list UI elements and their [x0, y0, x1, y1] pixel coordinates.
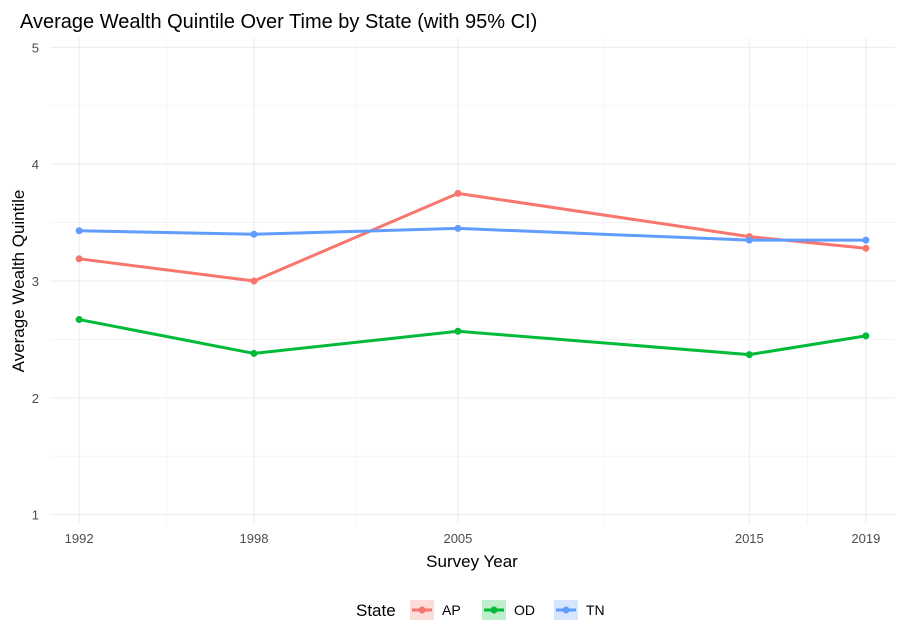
- y-axis-tick-labels: 1 2 3 4 5: [32, 40, 39, 522]
- legend-label: TN: [586, 602, 605, 618]
- series-tn: [75, 224, 870, 244]
- series-tn-point: [454, 224, 462, 232]
- x-tick-label: 1992: [65, 531, 94, 546]
- series-od: [75, 316, 870, 359]
- y-tick-label: 1: [32, 508, 39, 523]
- series-layer: [75, 189, 870, 359]
- series-od-point: [250, 349, 258, 357]
- series-tn-point: [75, 227, 83, 235]
- series-od-line: [77, 318, 868, 357]
- x-tick-label: 2015: [735, 531, 764, 546]
- series-tn-point: [250, 230, 258, 238]
- x-tick-label: 2005: [443, 531, 472, 546]
- legend-label: AP: [442, 602, 461, 618]
- chart-title: Average Wealth Quintile Over Time by Sta…: [20, 11, 537, 33]
- legend-item-tn: TN: [554, 600, 605, 620]
- legend-item-od: OD: [482, 600, 535, 620]
- x-tick-label: 2019: [851, 531, 880, 546]
- x-axis-tick-labels: 1992 1998 2005 2015 2019: [65, 531, 881, 546]
- legend-title: State: [356, 601, 396, 620]
- major-gridlines: [50, 38, 895, 524]
- series-ap-point: [250, 277, 258, 285]
- y-tick-label: 2: [32, 391, 39, 406]
- legend-item-ap: AP: [410, 600, 461, 620]
- legend: State AP OD TN: [356, 600, 605, 620]
- series-ap-point: [454, 189, 462, 197]
- legend-label: OD: [514, 602, 535, 618]
- y-tick-label: 5: [32, 40, 39, 55]
- y-tick-label: 3: [32, 274, 39, 289]
- x-axis-title: Survey Year: [426, 552, 518, 571]
- series-ap-point: [862, 244, 870, 252]
- y-axis-title: Average Wealth Quintile: [9, 190, 28, 373]
- legend-key-point: [562, 606, 570, 614]
- series-od-point: [745, 351, 753, 359]
- series-od-point: [862, 332, 870, 340]
- series-tn-point: [745, 236, 753, 244]
- y-tick-label: 4: [32, 157, 39, 172]
- series-od-point: [75, 316, 83, 324]
- legend-key-point: [418, 606, 426, 614]
- series-ap-point: [75, 255, 83, 263]
- series-tn-point: [862, 236, 870, 244]
- legend-key-point: [490, 606, 498, 614]
- x-tick-label: 1998: [240, 531, 269, 546]
- series-od-point: [454, 327, 462, 335]
